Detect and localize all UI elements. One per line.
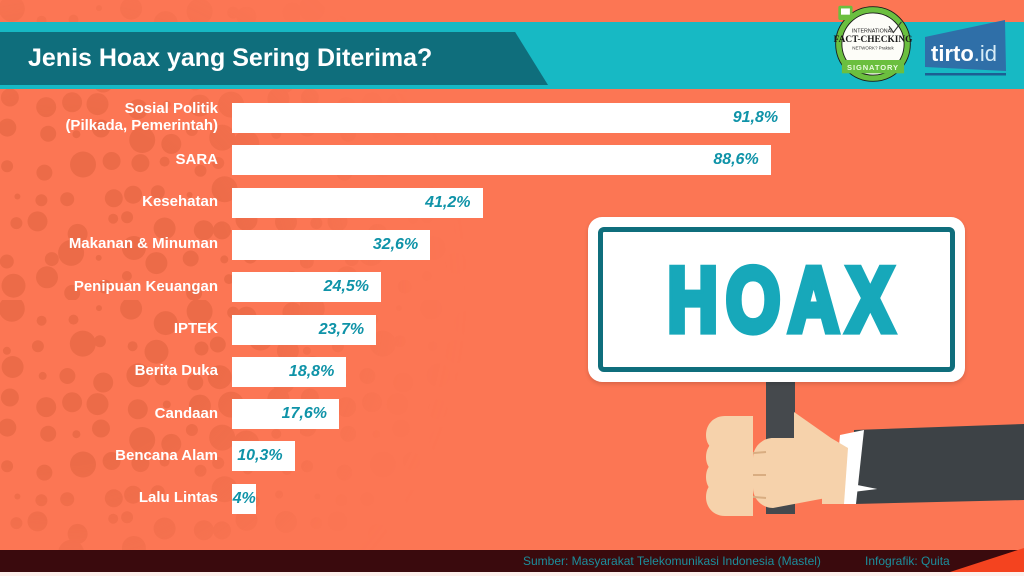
svg-text:NETWORK? Praktek: NETWORK? Praktek	[852, 45, 894, 50]
svg-text:INTERNATIONAL: INTERNATIONAL	[852, 28, 894, 34]
svg-text:SIGNATORY: SIGNATORY	[847, 63, 899, 72]
svg-text:tirto.id: tirto.id	[931, 41, 997, 66]
svg-text:FACT-CHECKING: FACT-CHECKING	[834, 35, 913, 45]
